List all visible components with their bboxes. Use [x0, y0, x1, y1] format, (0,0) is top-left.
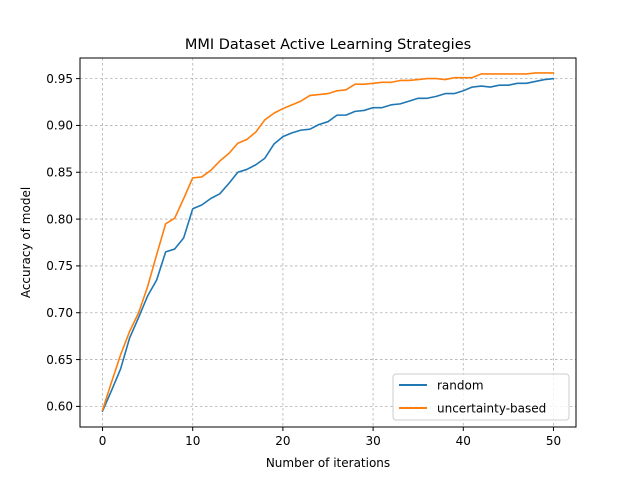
- series-lines: [101, 72, 555, 413]
- grid: [80, 58, 576, 427]
- y-tick-label: 0.95: [46, 72, 73, 86]
- series-line-uncertainty-based: [101, 72, 555, 412]
- x-tick-label: 30: [365, 434, 380, 448]
- x-tick-label: 40: [456, 434, 471, 448]
- y-tick-label: 0.60: [46, 400, 73, 414]
- y-tick-label: 0.70: [46, 306, 73, 320]
- legend-label-random: random: [437, 379, 484, 393]
- y-axis-title: Accuracy of model: [19, 187, 33, 298]
- x-tick-label: 20: [275, 434, 290, 448]
- axis-ticks: 0 10 20 30 40 50 0.60 0.65 0.70 0.75 0.80 0.85 0.90 0…: [46, 72, 561, 448]
- x-axis-title: Number of iterations: [266, 456, 390, 470]
- legend-box: [392, 373, 570, 421]
- series-line-random: [101, 77, 555, 413]
- legend-label-uncertainty-based: uncertainty-based: [437, 402, 546, 416]
- chart-title: MMI Dataset Active Learning Strategies: [185, 37, 471, 53]
- y-tick-label: 0.85: [46, 166, 73, 180]
- x-tick-label: 50: [546, 434, 561, 448]
- plot-frame: [79, 57, 577, 428]
- legend: random uncertainty-based: [392, 373, 570, 421]
- y-tick-label: 0.80: [46, 212, 73, 226]
- x-tick-label: 10: [185, 434, 200, 448]
- y-tick-label: 0.75: [46, 259, 73, 273]
- y-tick-label: 0.65: [46, 353, 73, 367]
- y-tick-label: 0.90: [46, 119, 73, 133]
- x-tick-label: 0: [99, 434, 107, 448]
